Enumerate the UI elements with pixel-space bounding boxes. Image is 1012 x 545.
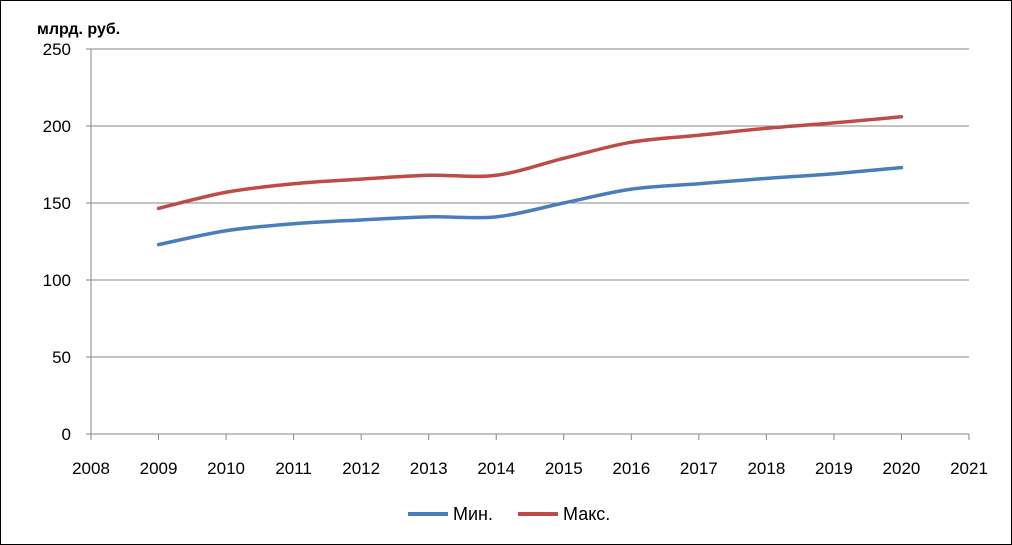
- x-tick-label: 2012: [342, 459, 380, 478]
- x-tick-label: 2018: [747, 459, 785, 478]
- y-tick-label: 0: [62, 425, 71, 444]
- x-tick-label: 2014: [477, 459, 515, 478]
- y-tick-label: 200: [43, 117, 71, 136]
- x-tick-label: 2021: [950, 459, 988, 478]
- y-tick-labels: 0 50 100 150 200 250: [43, 40, 71, 444]
- x-tick-label: 2019: [815, 459, 853, 478]
- legend-label-min: Мин.: [453, 504, 493, 524]
- x-tick-label: 2013: [410, 459, 448, 478]
- x-tick-label: 2010: [207, 459, 245, 478]
- gridlines: [91, 48, 969, 358]
- series-line-min: [156, 165, 904, 247]
- y-tick-label: 100: [43, 271, 71, 290]
- legend: Мин. Макс.: [408, 504, 610, 524]
- x-tick-labels: 2008 2009 2010 2011 2012 2013 2014 2015 2016 2017…: [72, 459, 988, 478]
- x-tick-label: 2008: [72, 459, 110, 478]
- series-lines: [156, 115, 904, 247]
- legend-label-max: Макс.: [563, 504, 610, 524]
- x-tick-label: 2015: [545, 459, 583, 478]
- y-tick-label: 50: [52, 348, 71, 367]
- x-tick-label: 2020: [883, 459, 921, 478]
- y-tick-label: 150: [43, 194, 71, 213]
- x-tick-label: 2011: [275, 459, 312, 478]
- y-tick-label: 250: [43, 40, 71, 59]
- x-tick-label: 2016: [612, 459, 650, 478]
- y-axis-unit-label: млрд. руб.: [37, 21, 120, 38]
- x-tick-label: 2009: [140, 459, 178, 478]
- x-tick-label: 2017: [680, 459, 718, 478]
- series-line-max: [156, 115, 904, 211]
- axes: [86, 48, 970, 440]
